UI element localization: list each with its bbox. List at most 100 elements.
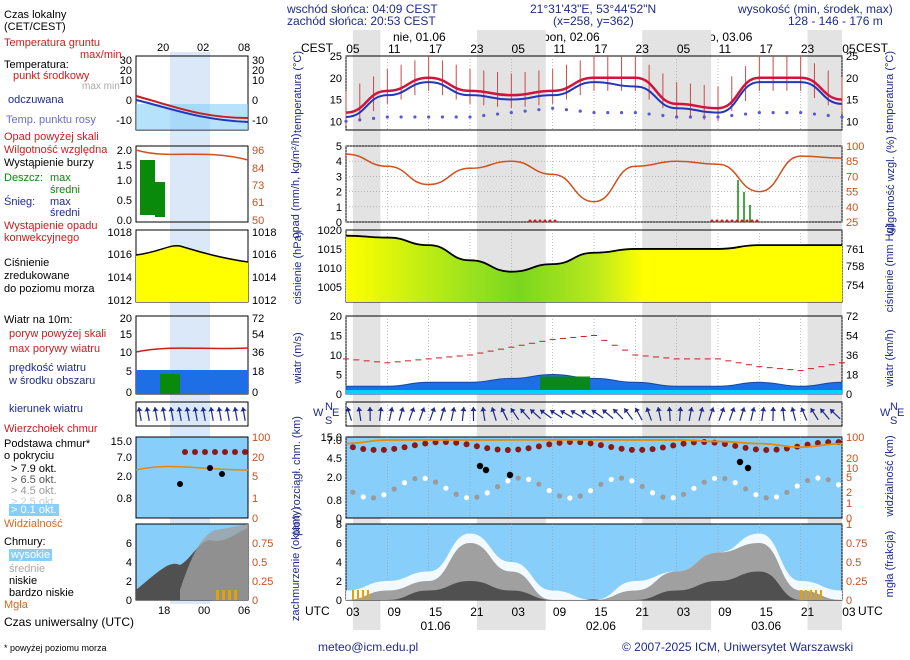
wind-arrow bbox=[439, 407, 447, 421]
lt-tick-02: 02 bbox=[197, 42, 210, 54]
dir-e-left: E bbox=[332, 407, 340, 419]
dewpoint-dot bbox=[840, 115, 844, 119]
y-tick: 20 bbox=[330, 73, 342, 85]
wind-arrow bbox=[388, 407, 395, 421]
legend-feel-line bbox=[135, 99, 249, 123]
y-tick: 20 bbox=[846, 73, 858, 85]
cloud-base-dot bbox=[711, 475, 718, 482]
wind-arrow bbox=[819, 408, 830, 420]
footer-email[interactable]: meteo@icm.edu.pl bbox=[318, 640, 419, 654]
cloud-base-dot bbox=[825, 477, 831, 483]
legend-visibility-line bbox=[135, 465, 249, 471]
legend-y-tick: 5 bbox=[252, 471, 258, 483]
legend-y-tick: 72 bbox=[252, 313, 264, 325]
dir-w-left: W bbox=[313, 407, 324, 419]
dewpoint-dot bbox=[551, 106, 555, 110]
wind-arrow bbox=[634, 407, 643, 421]
legend-czas-uni: Czas uniwersalny (UTC) bbox=[4, 615, 135, 629]
utc-tick: 15 bbox=[429, 605, 443, 619]
cloud-base-dot bbox=[360, 494, 366, 500]
wind-arrow bbox=[602, 409, 614, 419]
cloud-top-dot bbox=[680, 440, 687, 447]
legend-y-tick: 84 bbox=[252, 163, 264, 175]
legend-fog-bar bbox=[228, 590, 231, 600]
y-tick: 4.5 bbox=[327, 453, 342, 465]
y-tick: 1015 bbox=[318, 244, 342, 256]
y-tick: 1 bbox=[336, 202, 342, 214]
cest-tick: 23 bbox=[470, 42, 484, 56]
y-tick-right: 72 bbox=[846, 311, 858, 323]
pressure-line bbox=[345, 234, 842, 273]
y-tick: 10 bbox=[330, 116, 342, 128]
legend-y-tick: 0.8 bbox=[117, 493, 132, 505]
cloud-base-dot bbox=[515, 475, 521, 481]
ut-tick-00: 00 bbox=[198, 605, 211, 617]
y-tick-right: 10 bbox=[846, 463, 858, 475]
cloud-base-dot bbox=[763, 495, 769, 501]
legend-y-tick: 10 bbox=[252, 75, 264, 87]
dewpoint-dot bbox=[633, 110, 637, 115]
y-tick-right: 70 bbox=[846, 171, 858, 183]
precip-dot bbox=[740, 219, 744, 223]
legend-y-tick: 2 bbox=[126, 576, 132, 588]
footer-copyright: © 2007-2025 ICM, Uniwersytet Warszawski bbox=[622, 640, 854, 654]
utc-tick: 21 bbox=[636, 605, 650, 619]
cloud-top-dot bbox=[763, 446, 770, 453]
cloud-base-dot bbox=[773, 494, 780, 500]
legend-podst: Podstawa chmur* bbox=[4, 438, 91, 450]
cloud-base-dot bbox=[701, 479, 707, 485]
legend-y-tick: 20 bbox=[120, 65, 132, 77]
precip-dot bbox=[715, 219, 719, 223]
cest-tick: 17 bbox=[760, 42, 774, 56]
legend-burza: Wystąpienie burzy bbox=[4, 157, 94, 169]
legend-cloud-top-dot bbox=[222, 449, 228, 455]
y-tick: 25 bbox=[846, 51, 858, 63]
wind-arrow bbox=[480, 406, 487, 422]
utc-tick: 15 bbox=[594, 605, 608, 619]
legend-wind-arrow bbox=[224, 407, 231, 421]
y-tick-right: 0.75 bbox=[846, 538, 867, 550]
wind-arrow bbox=[829, 408, 841, 420]
legend-cloud-mid bbox=[180, 524, 248, 600]
cest-tick: 23 bbox=[636, 42, 650, 56]
legend-humidity-line bbox=[135, 149, 249, 161]
legend-odczuwana: odczuwana bbox=[8, 94, 64, 106]
wind-arrow bbox=[677, 406, 684, 422]
wind-arrow bbox=[510, 407, 520, 421]
y-tick-right: 0 bbox=[846, 595, 852, 607]
cloud-top-dot bbox=[659, 444, 666, 451]
dewpoint-dot bbox=[702, 115, 706, 119]
cloud-top-dot bbox=[556, 439, 563, 446]
cloud-top-dot bbox=[608, 444, 615, 451]
dewpoint-dot bbox=[785, 110, 789, 115]
wind-arrow bbox=[708, 407, 715, 421]
cloud-base-dot bbox=[784, 489, 790, 495]
legend-footnote: * powyżej poziomu morza bbox=[4, 643, 107, 653]
wind-arrow bbox=[500, 407, 509, 421]
cloud-base-dot-dense bbox=[482, 466, 490, 474]
legend-rain-bar bbox=[140, 160, 155, 215]
cloud-top-dot bbox=[473, 443, 480, 450]
cest-tick: 17 bbox=[594, 42, 608, 56]
legend-mgla: Mgła bbox=[4, 599, 28, 611]
utc-tick: 03 bbox=[346, 605, 360, 619]
y-tick: 20 bbox=[330, 311, 342, 323]
y-tick-right: 1 bbox=[846, 519, 852, 531]
legend-niskie: niskie bbox=[9, 575, 38, 587]
legend-pred: prędkość wiatru bbox=[9, 362, 87, 374]
dir-s-left: S bbox=[325, 415, 333, 427]
wind-arrow bbox=[377, 406, 384, 422]
legend-y-tick: 2.0 bbox=[117, 471, 132, 483]
cloud-base-dot bbox=[660, 494, 666, 500]
ut-tick-18: 18 bbox=[158, 605, 171, 617]
precip-dot bbox=[730, 219, 734, 223]
dewpoint-dot bbox=[427, 115, 431, 119]
wind-arrow bbox=[760, 406, 767, 422]
cloud-top-dot bbox=[360, 445, 367, 452]
precip-dot bbox=[710, 219, 714, 223]
legend-okt01: > 0.1 okt. bbox=[9, 504, 59, 516]
wind-arrow bbox=[750, 407, 757, 421]
legend-y-tick: 10 bbox=[120, 75, 132, 87]
cloud-base-dot bbox=[391, 486, 397, 492]
